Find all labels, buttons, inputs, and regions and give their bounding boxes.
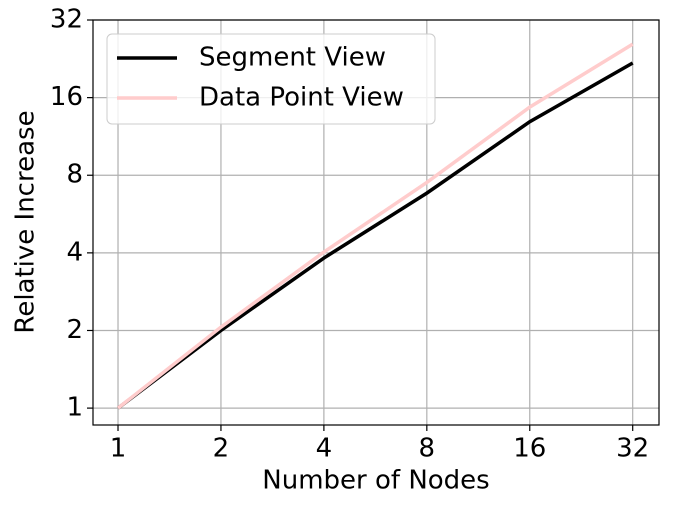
y-tick-label: 16: [50, 82, 83, 112]
legend-label: Segment View: [199, 43, 386, 73]
x-tick-label: 4: [316, 434, 333, 464]
y-tick-label: 4: [66, 237, 83, 267]
x-tick-label: 2: [213, 434, 230, 464]
y-tick-label: 32: [50, 5, 83, 35]
x-tick-label: 1: [110, 434, 127, 464]
x-tick-label: 16: [513, 434, 546, 464]
y-tick-label: 8: [66, 160, 83, 190]
series-line: [116, 42, 634, 410]
legend: Segment View Data Point View: [106, 33, 436, 125]
legend-label: Data Point View: [199, 83, 404, 113]
x-axis-label: Number of Nodes: [262, 466, 489, 496]
x-tick-label: 8: [419, 434, 436, 464]
y-tick-label: 2: [66, 315, 83, 345]
plot-frame: [92, 19, 660, 426]
x-tick-label: 32: [616, 434, 649, 464]
series-line: [116, 61, 634, 410]
legend-box: [106, 33, 436, 125]
y-tick-label: 1: [66, 393, 83, 423]
y-axis-label: Relative Increase: [11, 110, 41, 333]
